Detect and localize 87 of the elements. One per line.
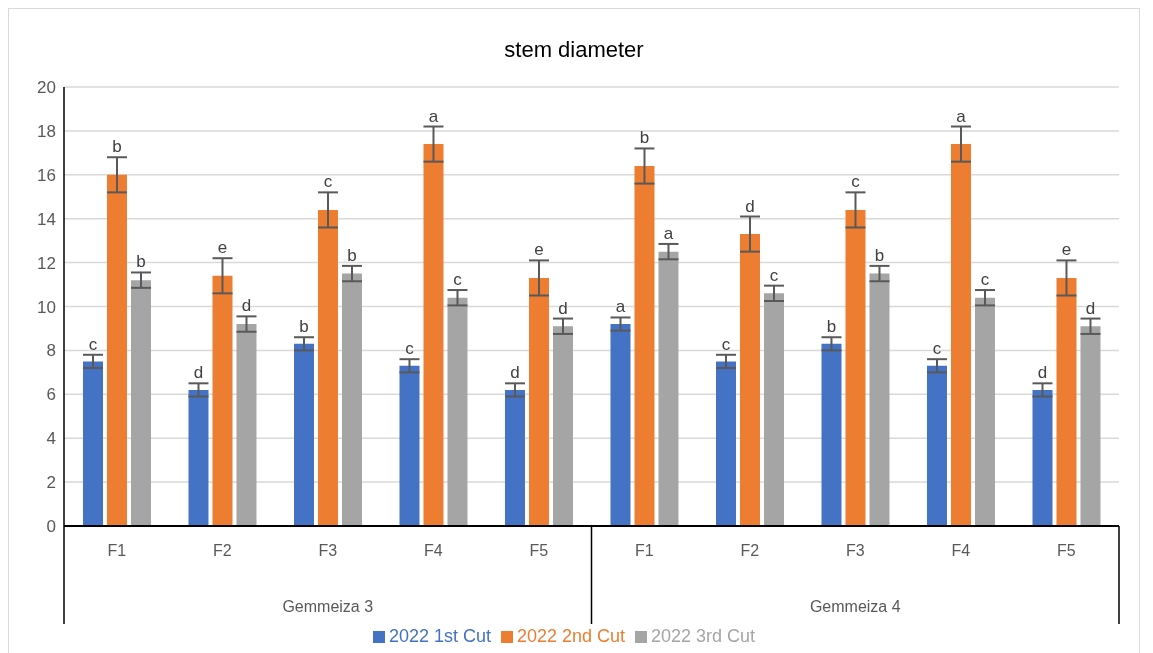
bar <box>1080 326 1101 526</box>
y-tick-label: 8 <box>46 341 56 361</box>
data-label: c <box>453 270 463 290</box>
data-label: c <box>88 334 98 354</box>
legend-label: 2022 1st Cut <box>388 626 491 646</box>
text: Gemmeiza 4 <box>809 598 901 615</box>
data-label: a <box>615 297 626 317</box>
legend-label: 2022 2nd Cut <box>516 626 626 646</box>
bar <box>821 343 842 526</box>
bar <box>317 209 338 526</box>
data-label: d <box>241 296 252 316</box>
x-tick-label: F1 <box>634 542 654 559</box>
bar <box>552 326 573 526</box>
bar <box>974 297 995 526</box>
bar <box>1032 389 1053 526</box>
bar <box>212 275 233 526</box>
y-tick-label: 12 <box>37 253 56 273</box>
y-tick-label: 4 <box>46 429 56 449</box>
data-label: a <box>428 106 439 126</box>
data-label: c <box>932 339 942 359</box>
bar <box>236 324 257 526</box>
x-tick-label: F2 <box>212 542 232 559</box>
data-label: d <box>558 298 568 318</box>
data-label: e <box>1061 240 1072 260</box>
bar <box>82 361 103 526</box>
data-label: b <box>136 252 146 272</box>
bar <box>869 273 890 526</box>
bar <box>739 234 760 526</box>
bar <box>106 174 127 526</box>
bar <box>130 280 151 526</box>
x-tick-label: F5 <box>529 542 549 559</box>
data-label: d <box>193 363 204 383</box>
data-label: b <box>874 245 885 265</box>
y-tick-label: 10 <box>37 297 56 317</box>
legend-label: 2022 3rd Cut <box>651 626 756 646</box>
y-tick-label: 14 <box>37 209 56 229</box>
data-label: c <box>980 270 990 290</box>
y-tick-label: 2 <box>46 473 56 493</box>
data-label: b <box>639 128 650 148</box>
x-tick-label: F4 <box>423 542 443 559</box>
bar <box>1056 277 1077 526</box>
x-tick-label: F2 <box>740 542 760 559</box>
data-label: a <box>663 223 674 243</box>
bar <box>845 209 866 526</box>
bar <box>447 297 468 526</box>
y-tick-label: 20 <box>37 78 56 98</box>
bar <box>950 144 971 526</box>
x-tick-label: F3 <box>845 542 865 559</box>
data-label: d <box>510 363 520 383</box>
bar <box>293 343 314 526</box>
x-tick-label: F1 <box>107 542 127 559</box>
text: Gemmeiza 3 <box>282 598 374 615</box>
bar <box>528 277 549 526</box>
x-tick-label: F5 <box>1056 542 1076 559</box>
data-label: d <box>1085 298 1096 318</box>
bar <box>423 144 444 526</box>
data-label: c <box>405 339 415 359</box>
data-label: c <box>769 265 779 285</box>
data-label: b <box>826 317 837 337</box>
data-label: c <box>323 172 333 192</box>
data-label: b <box>112 137 122 157</box>
x-tick-label: F4 <box>951 542 971 559</box>
chart-title: stem diameter <box>503 36 645 64</box>
bar <box>504 389 525 526</box>
bar <box>658 251 679 526</box>
data-label: b <box>347 245 357 265</box>
x-tick-label: F3 <box>318 542 338 559</box>
bar <box>399 365 420 526</box>
y-tick-label: 18 <box>37 121 56 141</box>
bar <box>188 389 209 526</box>
data-label: a <box>956 106 967 126</box>
data-label: e <box>217 238 228 258</box>
y-tick-label: 0 <box>46 517 56 537</box>
data-label: b <box>299 317 309 337</box>
bar <box>715 361 736 526</box>
data-label: d <box>1037 363 1048 383</box>
bar <box>610 324 631 526</box>
bar <box>634 166 655 526</box>
data-label: c <box>721 334 731 354</box>
y-tick-label: 6 <box>46 385 56 405</box>
data-label: e <box>534 240 544 260</box>
bar <box>926 365 947 526</box>
data-label: c <box>851 172 861 192</box>
y-tick-label: 16 <box>37 165 56 185</box>
data-label: d <box>745 196 755 216</box>
bar <box>341 273 362 526</box>
bar <box>763 293 784 526</box>
